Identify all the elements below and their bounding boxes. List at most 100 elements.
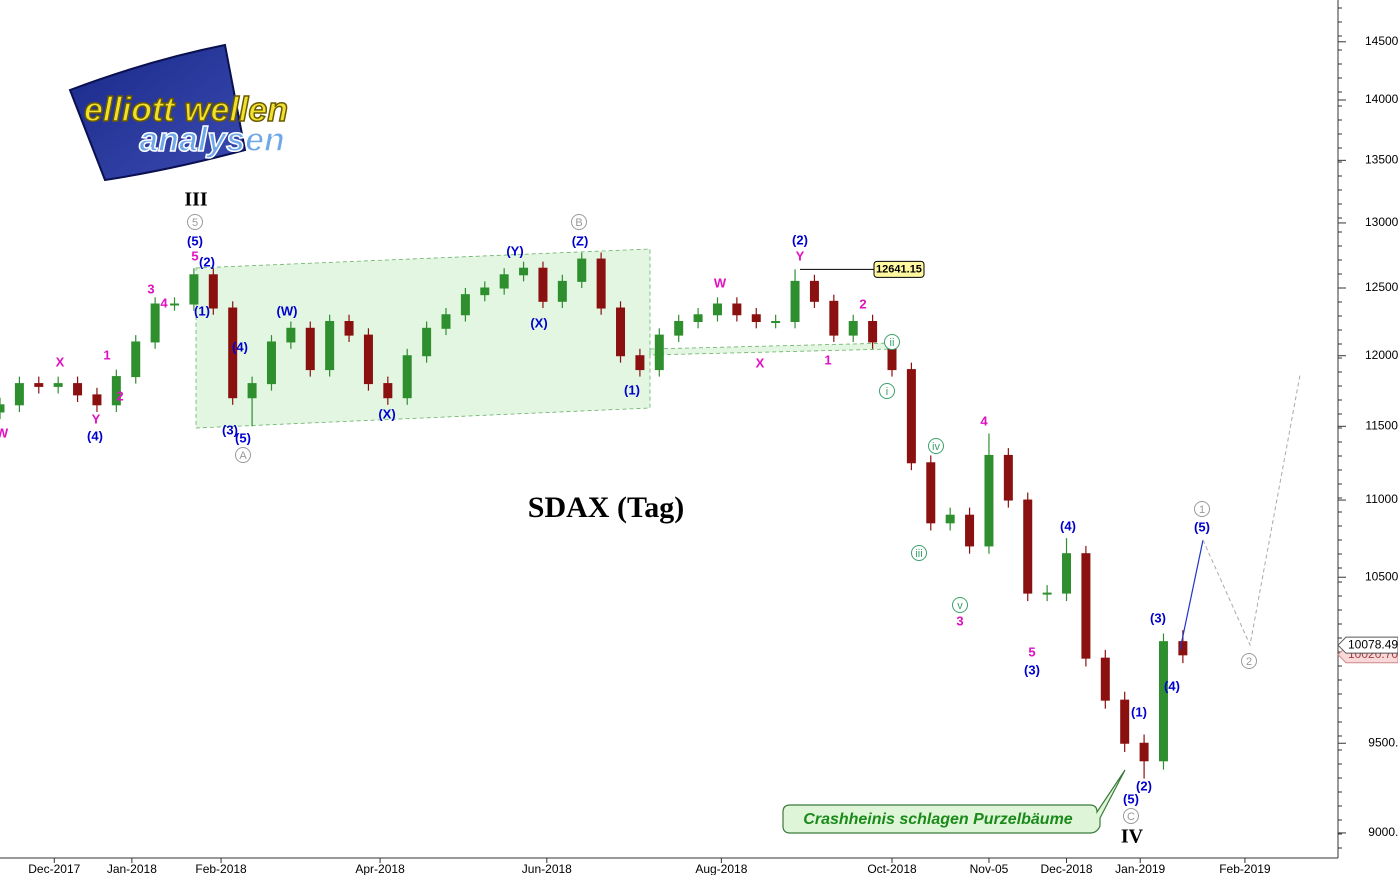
- candle-body: [984, 454, 994, 547]
- wave-label: (5): [1194, 519, 1210, 534]
- wave-label: (3): [222, 422, 238, 437]
- logo-text: analysen: [139, 121, 285, 159]
- wave-label: 2: [116, 388, 123, 403]
- y-tick-label: 9000.00: [1368, 825, 1398, 839]
- candle-body: [809, 280, 819, 302]
- candle-body: [422, 327, 432, 357]
- wave-label: (W): [277, 303, 298, 318]
- candle-body: [1062, 553, 1072, 594]
- wave-label: B: [575, 217, 582, 229]
- candle-body: [266, 341, 276, 385]
- wave-label: (5): [1123, 791, 1139, 806]
- wave-label: X: [56, 354, 65, 369]
- wave-label: (Z): [572, 233, 589, 248]
- wave-line: [1179, 539, 1204, 651]
- chart-title: SDAX (Tag): [528, 491, 684, 524]
- candle-body: [402, 355, 412, 399]
- candle-body: [92, 394, 102, 406]
- wave-label: (3): [1150, 610, 1166, 625]
- candle-body: [945, 514, 955, 524]
- wave-circle: [1194, 501, 1210, 517]
- callout-box: [782, 769, 1126, 834]
- wave-label: (2): [1136, 778, 1152, 793]
- y-tick-label: 11000.00: [1365, 492, 1398, 506]
- x-tick-label: Apr-2018: [355, 862, 405, 875]
- candle-body: [208, 274, 218, 309]
- candle-body: [383, 383, 393, 399]
- candle-body: [1100, 657, 1110, 701]
- candle-body: [519, 267, 529, 276]
- y-tick-label: 9500.00: [1368, 735, 1398, 749]
- x-tick-label: Nov-05: [970, 862, 1009, 875]
- candle-body: [1003, 454, 1013, 501]
- wave-label: 3: [956, 613, 963, 628]
- candle-body: [131, 341, 141, 378]
- candle-body: [1081, 553, 1091, 659]
- wave-label: W: [714, 275, 727, 290]
- candle-body: [557, 280, 567, 302]
- wave-label: 2: [1246, 656, 1252, 668]
- wave-label: (4): [1164, 678, 1180, 693]
- wave-label: 5: [192, 217, 198, 229]
- y-tick-label: 12000.00: [1365, 348, 1398, 362]
- wave-circle: [1123, 808, 1139, 824]
- candle-body: [1120, 699, 1130, 744]
- candle-body: [1178, 641, 1188, 656]
- candle-body: [441, 314, 451, 329]
- wave-circle: [928, 438, 944, 454]
- x-tick-label: Oct-2018: [867, 862, 917, 875]
- candle-body: [325, 321, 335, 371]
- wave-label: (5): [235, 430, 251, 445]
- wave-label: 1: [103, 347, 110, 362]
- candle-body: [189, 274, 199, 305]
- wave-label: (X): [530, 315, 547, 330]
- candle-body: [1139, 742, 1149, 762]
- candle-body: [1023, 499, 1033, 594]
- candle-body: [790, 280, 800, 323]
- candle-body: [868, 321, 878, 343]
- candle-body: [305, 327, 315, 371]
- wave-label: (4): [1060, 518, 1076, 533]
- wave-label: Y: [92, 411, 101, 426]
- wave-label: IV: [1121, 826, 1144, 848]
- y-tick-label: 12500.00: [1365, 280, 1398, 294]
- candle-body: [616, 307, 626, 357]
- wave-circle: [879, 383, 895, 399]
- candle-body: [538, 267, 548, 302]
- candle-body: [53, 383, 63, 387]
- candle-body: [712, 303, 722, 316]
- y-tick-label: 14500.00: [1365, 34, 1398, 48]
- candle-body: [965, 514, 975, 547]
- wave-label: (1): [1131, 704, 1147, 719]
- candle-body: [73, 383, 83, 396]
- wave-circle: [571, 214, 587, 230]
- wave-label: III: [184, 189, 208, 211]
- channel-line: [649, 342, 893, 356]
- wave-label: 1: [1199, 504, 1205, 516]
- candle-body: [228, 307, 238, 399]
- wave-label: W: [0, 425, 9, 440]
- candle-body: [460, 294, 470, 316]
- wave-label: 3: [147, 281, 154, 296]
- wave-label: X: [756, 355, 765, 370]
- wave-label: 5: [1028, 644, 1035, 659]
- candle-body: [111, 376, 121, 406]
- candle-body: [286, 327, 296, 343]
- projection-line: [1202, 374, 1301, 647]
- logo-text: elliott wellen: [84, 91, 288, 129]
- candle-body: [150, 303, 160, 343]
- wave-label: (2): [792, 232, 808, 247]
- candle-body: [596, 258, 606, 309]
- candle-body: [480, 287, 490, 296]
- candle-body: [363, 334, 373, 385]
- x-tick-label: Aug-2018: [695, 862, 747, 875]
- wave-label: Y: [796, 248, 805, 263]
- wave-circle: [952, 597, 968, 613]
- wave-label: i: [886, 386, 888, 398]
- wave-label: iii: [915, 548, 922, 560]
- annotation-callout: Crashheinis schlagen Purzelbäume: [782, 769, 1126, 834]
- candle-body: [829, 300, 839, 336]
- y-tick-label: 10500.00: [1365, 569, 1398, 583]
